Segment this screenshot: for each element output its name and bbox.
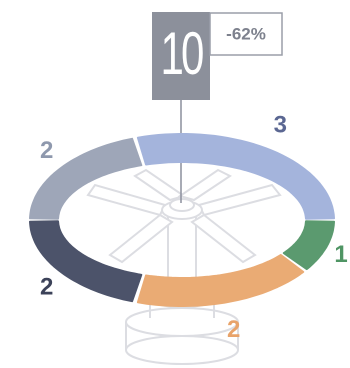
annotation: -62% <box>226 24 266 43</box>
ring-segment <box>136 133 335 220</box>
value-label: 1 <box>334 241 347 268</box>
ring-segment <box>29 137 143 220</box>
value-label: 3 <box>274 111 287 138</box>
annotation-box <box>209 12 283 56</box>
value-label: 2 <box>40 137 53 164</box>
value-label: 2 <box>40 274 53 301</box>
total: 10 <box>160 19 202 86</box>
value-label: 2 <box>227 316 240 343</box>
total-box <box>152 12 210 100</box>
ring-segment <box>29 220 143 303</box>
ring-segment <box>282 220 335 271</box>
ring <box>29 133 335 307</box>
ring-segment <box>136 254 305 307</box>
